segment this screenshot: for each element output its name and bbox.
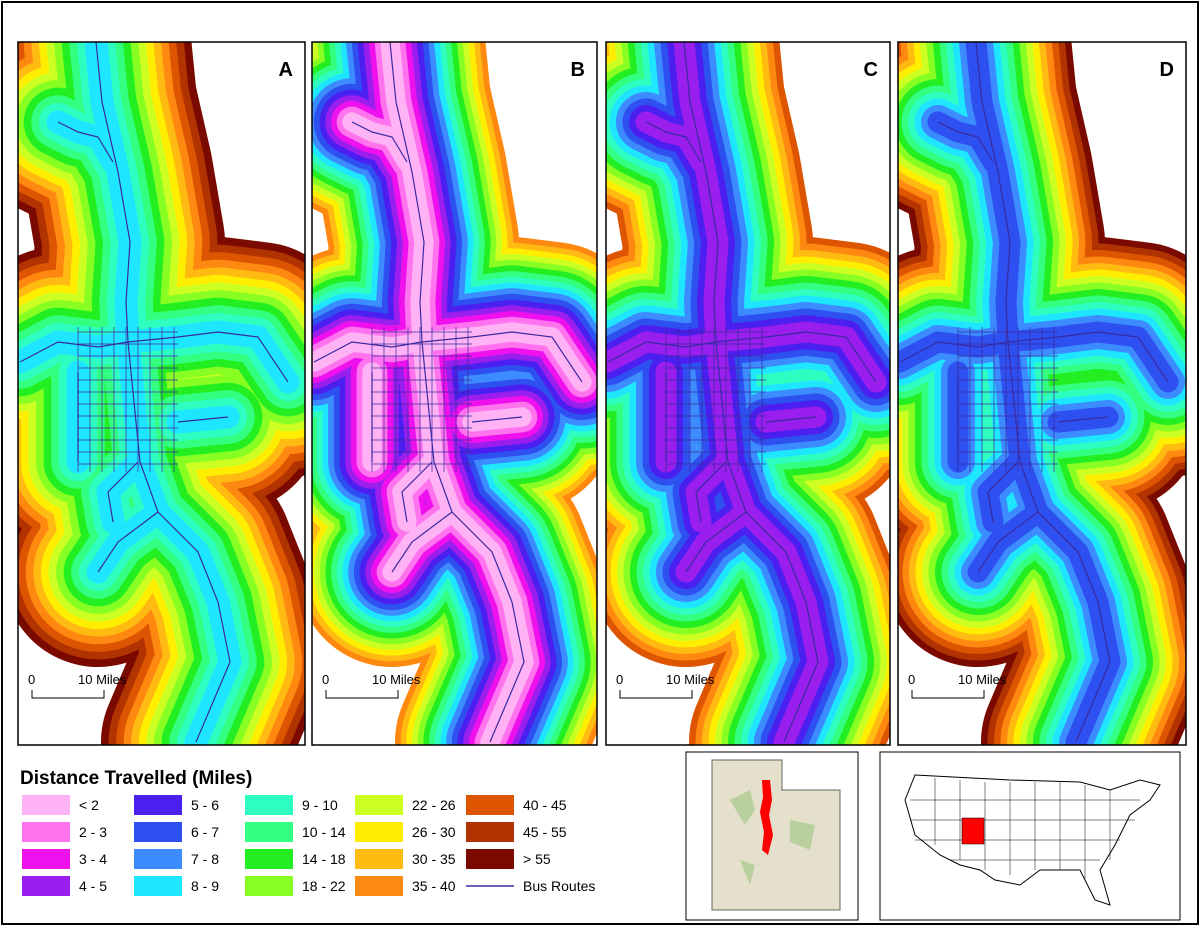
legend-swatch	[245, 795, 293, 815]
scale-start: 0	[908, 672, 915, 687]
legend-swatch	[466, 795, 514, 815]
legend-label: 2 - 3	[79, 824, 107, 840]
legend-label: 10 - 14	[302, 824, 346, 840]
legend-label: Bus Routes	[523, 878, 595, 894]
legend-swatch	[466, 849, 514, 869]
legend-swatch	[22, 822, 70, 842]
scale-start: 0	[28, 672, 35, 687]
legend-label: < 2	[79, 797, 99, 813]
panel-label: D	[1160, 59, 1174, 81]
legend-swatch	[245, 849, 293, 869]
legend-swatch	[355, 849, 403, 869]
legend-swatch	[22, 795, 70, 815]
legend-swatch	[134, 795, 182, 815]
legend-label: > 55	[523, 851, 551, 867]
panel-label: B	[571, 59, 585, 81]
legend-swatch	[134, 849, 182, 869]
legend-swatch	[22, 849, 70, 869]
legend-label: 40 - 45	[523, 797, 567, 813]
legend-label: 9 - 10	[302, 797, 338, 813]
legend-label: 26 - 30	[412, 824, 456, 840]
scale-end: 10 Miles	[958, 672, 1007, 687]
legend-swatch	[245, 822, 293, 842]
legend-label: 4 - 5	[79, 878, 107, 894]
legend-label: 7 - 8	[191, 851, 219, 867]
legend-swatch	[134, 822, 182, 842]
legend-label: 6 - 7	[191, 824, 219, 840]
legend-label: 22 - 26	[412, 797, 456, 813]
scale-end: 10 Miles	[666, 672, 715, 687]
legend-title: Distance Travelled (Miles)	[20, 768, 252, 789]
legend-label: 14 - 18	[302, 851, 346, 867]
legend-label: 18 - 22	[302, 878, 346, 894]
legend-label: 3 - 4	[79, 851, 107, 867]
scale-start: 0	[616, 672, 623, 687]
legend-label: 45 - 55	[523, 824, 567, 840]
legend-swatch	[355, 795, 403, 815]
panel-label: A	[279, 59, 293, 81]
scale-start: 0	[322, 672, 329, 687]
panel-label: C	[864, 59, 878, 81]
legend-label: 30 - 35	[412, 851, 456, 867]
legend-swatch	[22, 876, 70, 896]
legend-swatch	[355, 822, 403, 842]
legend-swatch	[134, 876, 182, 896]
legend-label: 8 - 9	[191, 878, 219, 894]
us-inset	[880, 752, 1180, 920]
utah-inset	[686, 752, 858, 920]
page: {"panels": [ {"label": "A", "scale": {"s…	[0, 0, 1200, 926]
legend-swatch	[355, 876, 403, 896]
legend-swatch	[466, 822, 514, 842]
legend-label: 35 - 40	[412, 878, 456, 894]
scale-end: 10 Miles	[372, 672, 421, 687]
utah-highlight	[962, 818, 984, 844]
legend-label: 5 - 6	[191, 797, 219, 813]
legend-swatch	[245, 876, 293, 896]
figure: A 0 10 Miles B 0 10 Miles C 0 10 Miles D 0 10 Miles…	[0, 0, 1200, 926]
scale-end: 10 Miles	[78, 672, 127, 687]
